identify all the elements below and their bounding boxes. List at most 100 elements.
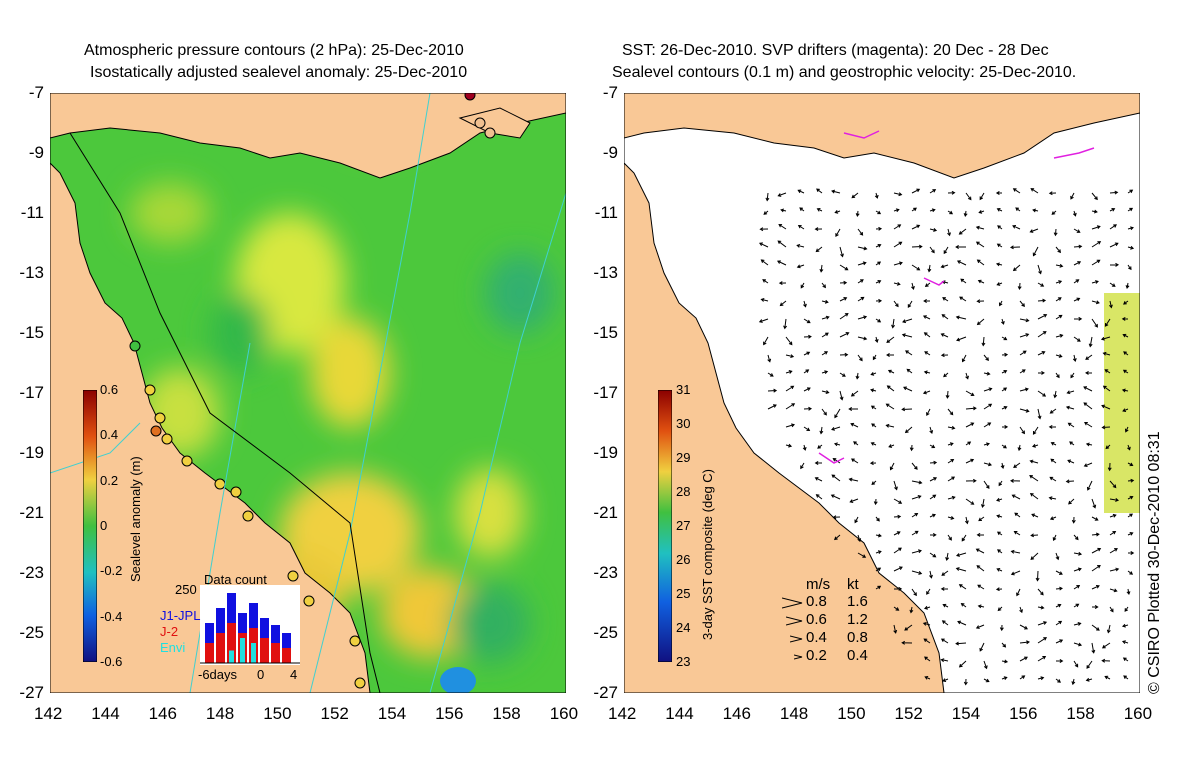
lat-tick-label: -9 (602, 143, 618, 162)
australia-landmass-right (624, 93, 945, 693)
lat-tick-label: -13 (19, 263, 44, 282)
lon-tick-label: 142 (608, 704, 637, 723)
lon-tick-label: 148 (779, 704, 809, 723)
sealevel-colorbar-tick: -0.4 (100, 608, 123, 624)
sst-colorbar-tick: 28 (676, 484, 691, 499)
lat-tick-label: -15 (19, 323, 44, 342)
lon-tick-label: 154 (377, 704, 407, 723)
inset-ymax: 250 (175, 582, 197, 597)
left-title-line2: Isostatically adjusted sealevel anomaly:… (90, 64, 468, 81)
speed-legend-ms: 0.2 (806, 647, 827, 664)
lat-tick-label: -21 (19, 503, 44, 522)
speed-legend-kt: 1.2 (847, 611, 868, 628)
credit-label: © CSIRO Plotted 30-Dec-2010 08:31 (1146, 431, 1163, 694)
speed-legend-ms: 0.6 (806, 611, 827, 628)
new-britain (458, 107, 531, 139)
lat-tick-label: -21 (593, 503, 618, 522)
lon-tick-label: 150 (263, 704, 292, 723)
svp-drifter-tracks (818, 130, 1095, 464)
sst-colorbar (658, 390, 672, 662)
lon-tick-label: 152 (320, 704, 349, 723)
sst-colorbar-tick: 24 (676, 620, 691, 635)
lat-tick-label: -7 (602, 83, 618, 102)
speed-legend-header-ms: m/s (806, 576, 831, 593)
sealevel-colorbar-tick: 0 (100, 518, 108, 533)
inset-legend-envi: Envi (160, 640, 186, 655)
lon-tick-label: 158 (492, 704, 521, 723)
lat-tick-label: -9 (28, 143, 44, 162)
lat-tick-label: -23 (593, 563, 618, 582)
coastal-markers (129, 93, 496, 689)
right-title-line2: Sealevel contours (0.1 m) and geostrophi… (612, 64, 1077, 81)
inset-legend-j2: J-2 (160, 624, 179, 639)
sst-velocity-map (624, 93, 1140, 693)
lon-tick-label: 160 (1123, 704, 1153, 723)
speed-legend-kt: 1.6 (847, 593, 868, 610)
lat-tick-label: -19 (593, 443, 618, 462)
australia-landmass (50, 93, 371, 693)
speed-legend-arrow (786, 616, 803, 626)
inset-xtick-1: -6days (198, 667, 238, 682)
inset-title: Data count (204, 572, 267, 587)
inset-xtick-3: 4 (290, 667, 298, 682)
lon-tick-label: 156 (435, 704, 464, 723)
sst-colorbar-label: 3-day SST composite (deg C) (700, 469, 715, 640)
sst-colorbar-tick: 30 (676, 416, 691, 431)
lat-tick-label: -17 (593, 383, 618, 402)
lat-tick-label: -23 (19, 563, 44, 582)
lat-tick-label: -25 (19, 623, 44, 642)
lon-tick-label: 158 (1066, 704, 1095, 723)
lat-tick-label: -17 (19, 383, 44, 402)
speed-legend-ms: 0.8 (806, 593, 827, 610)
inset-legend-j1: J1-JPL (160, 608, 201, 623)
lat-tick-label: -7 (28, 83, 44, 102)
lon-tick-label: 146 (148, 704, 177, 723)
lat-tick-label: -27 (19, 683, 44, 702)
sealevel-colorbar (83, 390, 97, 662)
speed-legend-ms: 0.4 (806, 629, 827, 646)
lat-tick-label: -13 (593, 263, 618, 282)
speed-legend-arrow (790, 635, 803, 643)
sst-colorbar-tick: 27 (676, 518, 691, 533)
lon-tick-label: 144 (91, 704, 120, 723)
png-landmass-right (624, 93, 1140, 179)
speed-legend-arrow (794, 654, 803, 660)
sst-colorbar-tick: 29 (676, 450, 691, 465)
speed-legend-kt: 0.8 (847, 629, 868, 646)
sst-colorbar-tick: 23 (676, 654, 691, 669)
lon-tick-label: 148 (205, 704, 235, 723)
lon-tick-label: 152 (894, 704, 923, 723)
sealevel-colorbar-tick: -0.2 (100, 563, 123, 579)
sealevel-anomaly-map (50, 93, 566, 693)
lon-tick-label: 144 (665, 704, 694, 723)
lat-tick-label: -11 (20, 203, 44, 222)
sealevel-colorbar-label: Sealevel anomaly (m) (128, 456, 143, 582)
lon-tick-label: 142 (34, 704, 63, 723)
low-anomaly-spot (440, 667, 476, 693)
sst-colorbar-tick: 25 (676, 586, 691, 601)
lat-tick-label: -19 (19, 443, 44, 462)
sealevel-colorbar-tick: 0.2 (100, 472, 119, 488)
geostrophic-velocity-vectors (758, 188, 1135, 686)
lon-tick-label: 160 (549, 704, 579, 723)
speed-legend-header-kt: kt (847, 576, 859, 593)
right-title-line1: SST: 26-Dec-2010. SVP drifters (magenta)… (622, 42, 1049, 59)
lat-tick-label: -11 (594, 203, 618, 222)
isobar-contours (69, 132, 381, 693)
sealevel-colorbar-tick: 0.4 (100, 427, 119, 443)
lon-tick-label: 154 (951, 704, 981, 723)
data-count-inset (200, 585, 300, 665)
sst-patch (1104, 293, 1140, 513)
speed-legend-arrow (782, 597, 803, 609)
inset-xtick-2: 0 (257, 667, 265, 682)
lat-tick-label: -27 (593, 683, 618, 702)
lon-tick-label: 146 (722, 704, 751, 723)
sst-colorbar-tick: 31 (676, 382, 691, 397)
lon-tick-label: 156 (1009, 704, 1038, 723)
speed-legend-kt: 0.4 (847, 647, 868, 664)
left-title-line1: Atmospheric pressure contours (2 hPa): 2… (84, 42, 464, 59)
sealevel-colorbar-tick: -0.6 (100, 654, 123, 669)
sst-colorbar-tick: 26 (676, 552, 691, 567)
sealevel-colorbar-tick: 0.6 (100, 382, 119, 397)
lat-tick-label: -25 (593, 623, 618, 642)
